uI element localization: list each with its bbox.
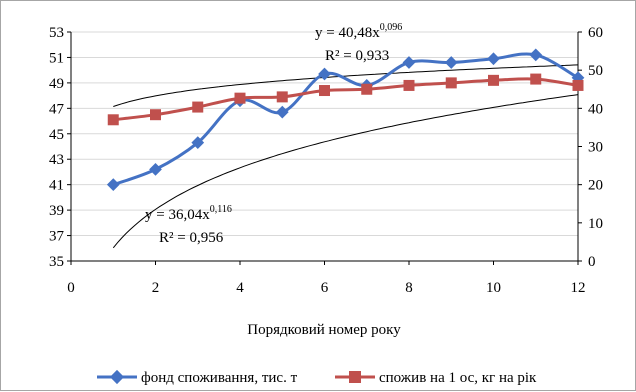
series-2-point-8 [403,79,415,91]
series-1-point-11 [529,48,543,62]
series-1-point-1 [106,178,120,192]
series-2-point-3 [192,101,204,113]
y-left-tick-label-41: 41 [49,178,64,194]
annotation-r2-1: R² = 0,933 [325,48,389,64]
series-2-point-4 [234,92,246,104]
annotation-r2-2: R² = 0,956 [159,230,224,246]
x-tick-label-8: 8 [405,280,413,296]
trendlines [112,64,579,249]
y-left-tick-label-39: 39 [49,203,64,219]
y-right-tick-label-60: 60 [588,25,603,41]
annotation-equation-2-base: y = 36,04x [145,207,210,223]
series-1-point-3 [191,136,205,150]
y-right-tick-label-30: 30 [588,140,603,156]
x-tick-label-12: 12 [571,280,586,296]
annotation-equation-2: y = 36,04x0,116 [145,204,232,223]
y-left-tick-label-47: 47 [49,101,65,117]
legend-marker-diamond [109,369,125,385]
series-1-point-5 [275,105,289,119]
y-left-tick-label-49: 49 [49,76,64,92]
x-tick-label-4: 4 [236,280,244,296]
series-2-point-9 [445,77,457,89]
y-right-tick-label-0: 0 [588,254,596,270]
y-right-tick-label-50: 50 [588,63,603,79]
series-2-point-6 [319,85,330,97]
legend-label-2: спожив на 1 ос, кг на рік [379,370,537,386]
series-2-point-1 [107,114,119,126]
annotation-equation-2-exponent: 0,116 [210,204,232,215]
series-1-point-10 [487,52,500,66]
x-tick-label-6: 6 [321,280,329,296]
series-2-point-12 [572,79,584,91]
x-tick-label-2: 2 [152,280,160,296]
series-line-1 [112,52,579,187]
annotation-equation-1-exponent: 0,096 [380,22,403,33]
y-left-tick-label-43: 43 [49,152,64,168]
annotation-equation-1: y = 40,48x0,096 [315,22,402,41]
trendline-2 [112,94,579,249]
series-2-point-7 [361,83,373,95]
series-2-point-11 [530,73,542,85]
y-left-tick-label-53: 53 [49,25,64,41]
series-2-point-2 [150,109,161,121]
series-1-point-2 [149,163,162,176]
axes: 35 37 39 41 43 45 47 49 51 53 0 10 20 30 40 50 60 0 2 4 6 8 10… [49,25,603,296]
series-line-2 [113,77,579,122]
series-1-point-6 [318,67,331,81]
series-1-point-9 [444,56,458,69]
y-right-tick-label-10: 10 [588,216,603,232]
x-axis-title: Порядковий номер року [247,322,401,338]
x-tick-label-10: 10 [486,280,501,296]
trendline-1 [113,64,579,107]
y-left-tick-label-51: 51 [49,50,64,66]
series-1-point-8 [402,56,416,69]
y-left-tick-label-45: 45 [49,127,64,143]
series-layer [106,48,585,192]
y-left-tick-label-35: 35 [49,254,64,270]
legend-marker-square [349,371,361,383]
x-tick-label-0: 0 [67,280,75,296]
series-2-point-5 [276,91,288,103]
series-2-point-10 [488,74,499,86]
y-right-tick-label-20: 20 [588,178,603,194]
y-right-tick-label-40: 40 [588,101,603,117]
annotation-equation-1-base: y = 40,48x [315,25,380,41]
legend-item-2: спожив на 1 ос, кг на рік [335,370,537,386]
legend-label-1: фонд споживання, тис. т [141,370,298,386]
gridlines [71,31,578,262]
y-left-tick-label-37: 37 [49,229,65,245]
legend: фонд споживання, тис. т спожив на 1 ос, … [97,369,537,386]
legend-item-1: фонд споживання, тис. т [97,369,298,386]
